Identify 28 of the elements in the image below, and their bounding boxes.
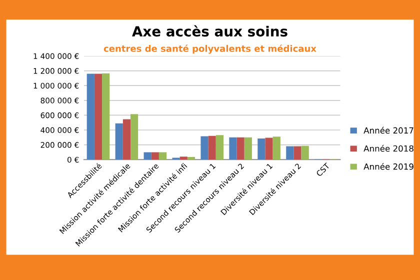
bar (216, 135, 224, 160)
legend-label: Année 2019 (364, 162, 414, 170)
bar (200, 136, 208, 160)
legend-label: Année 2018 (364, 144, 414, 152)
bar (115, 123, 123, 160)
bar (258, 138, 266, 160)
bar (244, 137, 252, 160)
bar (208, 136, 216, 160)
bar (272, 136, 280, 160)
legend-label: Année 2017 (364, 126, 414, 134)
bar (294, 146, 302, 160)
chart-title: Axe accès aux soins (132, 25, 288, 37)
bar (229, 137, 237, 160)
bar (301, 146, 309, 160)
bar (286, 146, 294, 160)
bar (144, 152, 152, 160)
bar (180, 156, 188, 160)
bar (102, 73, 110, 160)
bar (130, 114, 138, 160)
bar (94, 74, 102, 160)
bar (86, 74, 94, 160)
chart-subtitle: centres de santé polyvalents et médicaux (104, 44, 316, 54)
bar (236, 137, 244, 160)
bar (265, 138, 273, 160)
bar (151, 152, 159, 160)
bar (122, 119, 130, 160)
bar (158, 152, 167, 160)
bar (187, 157, 196, 160)
